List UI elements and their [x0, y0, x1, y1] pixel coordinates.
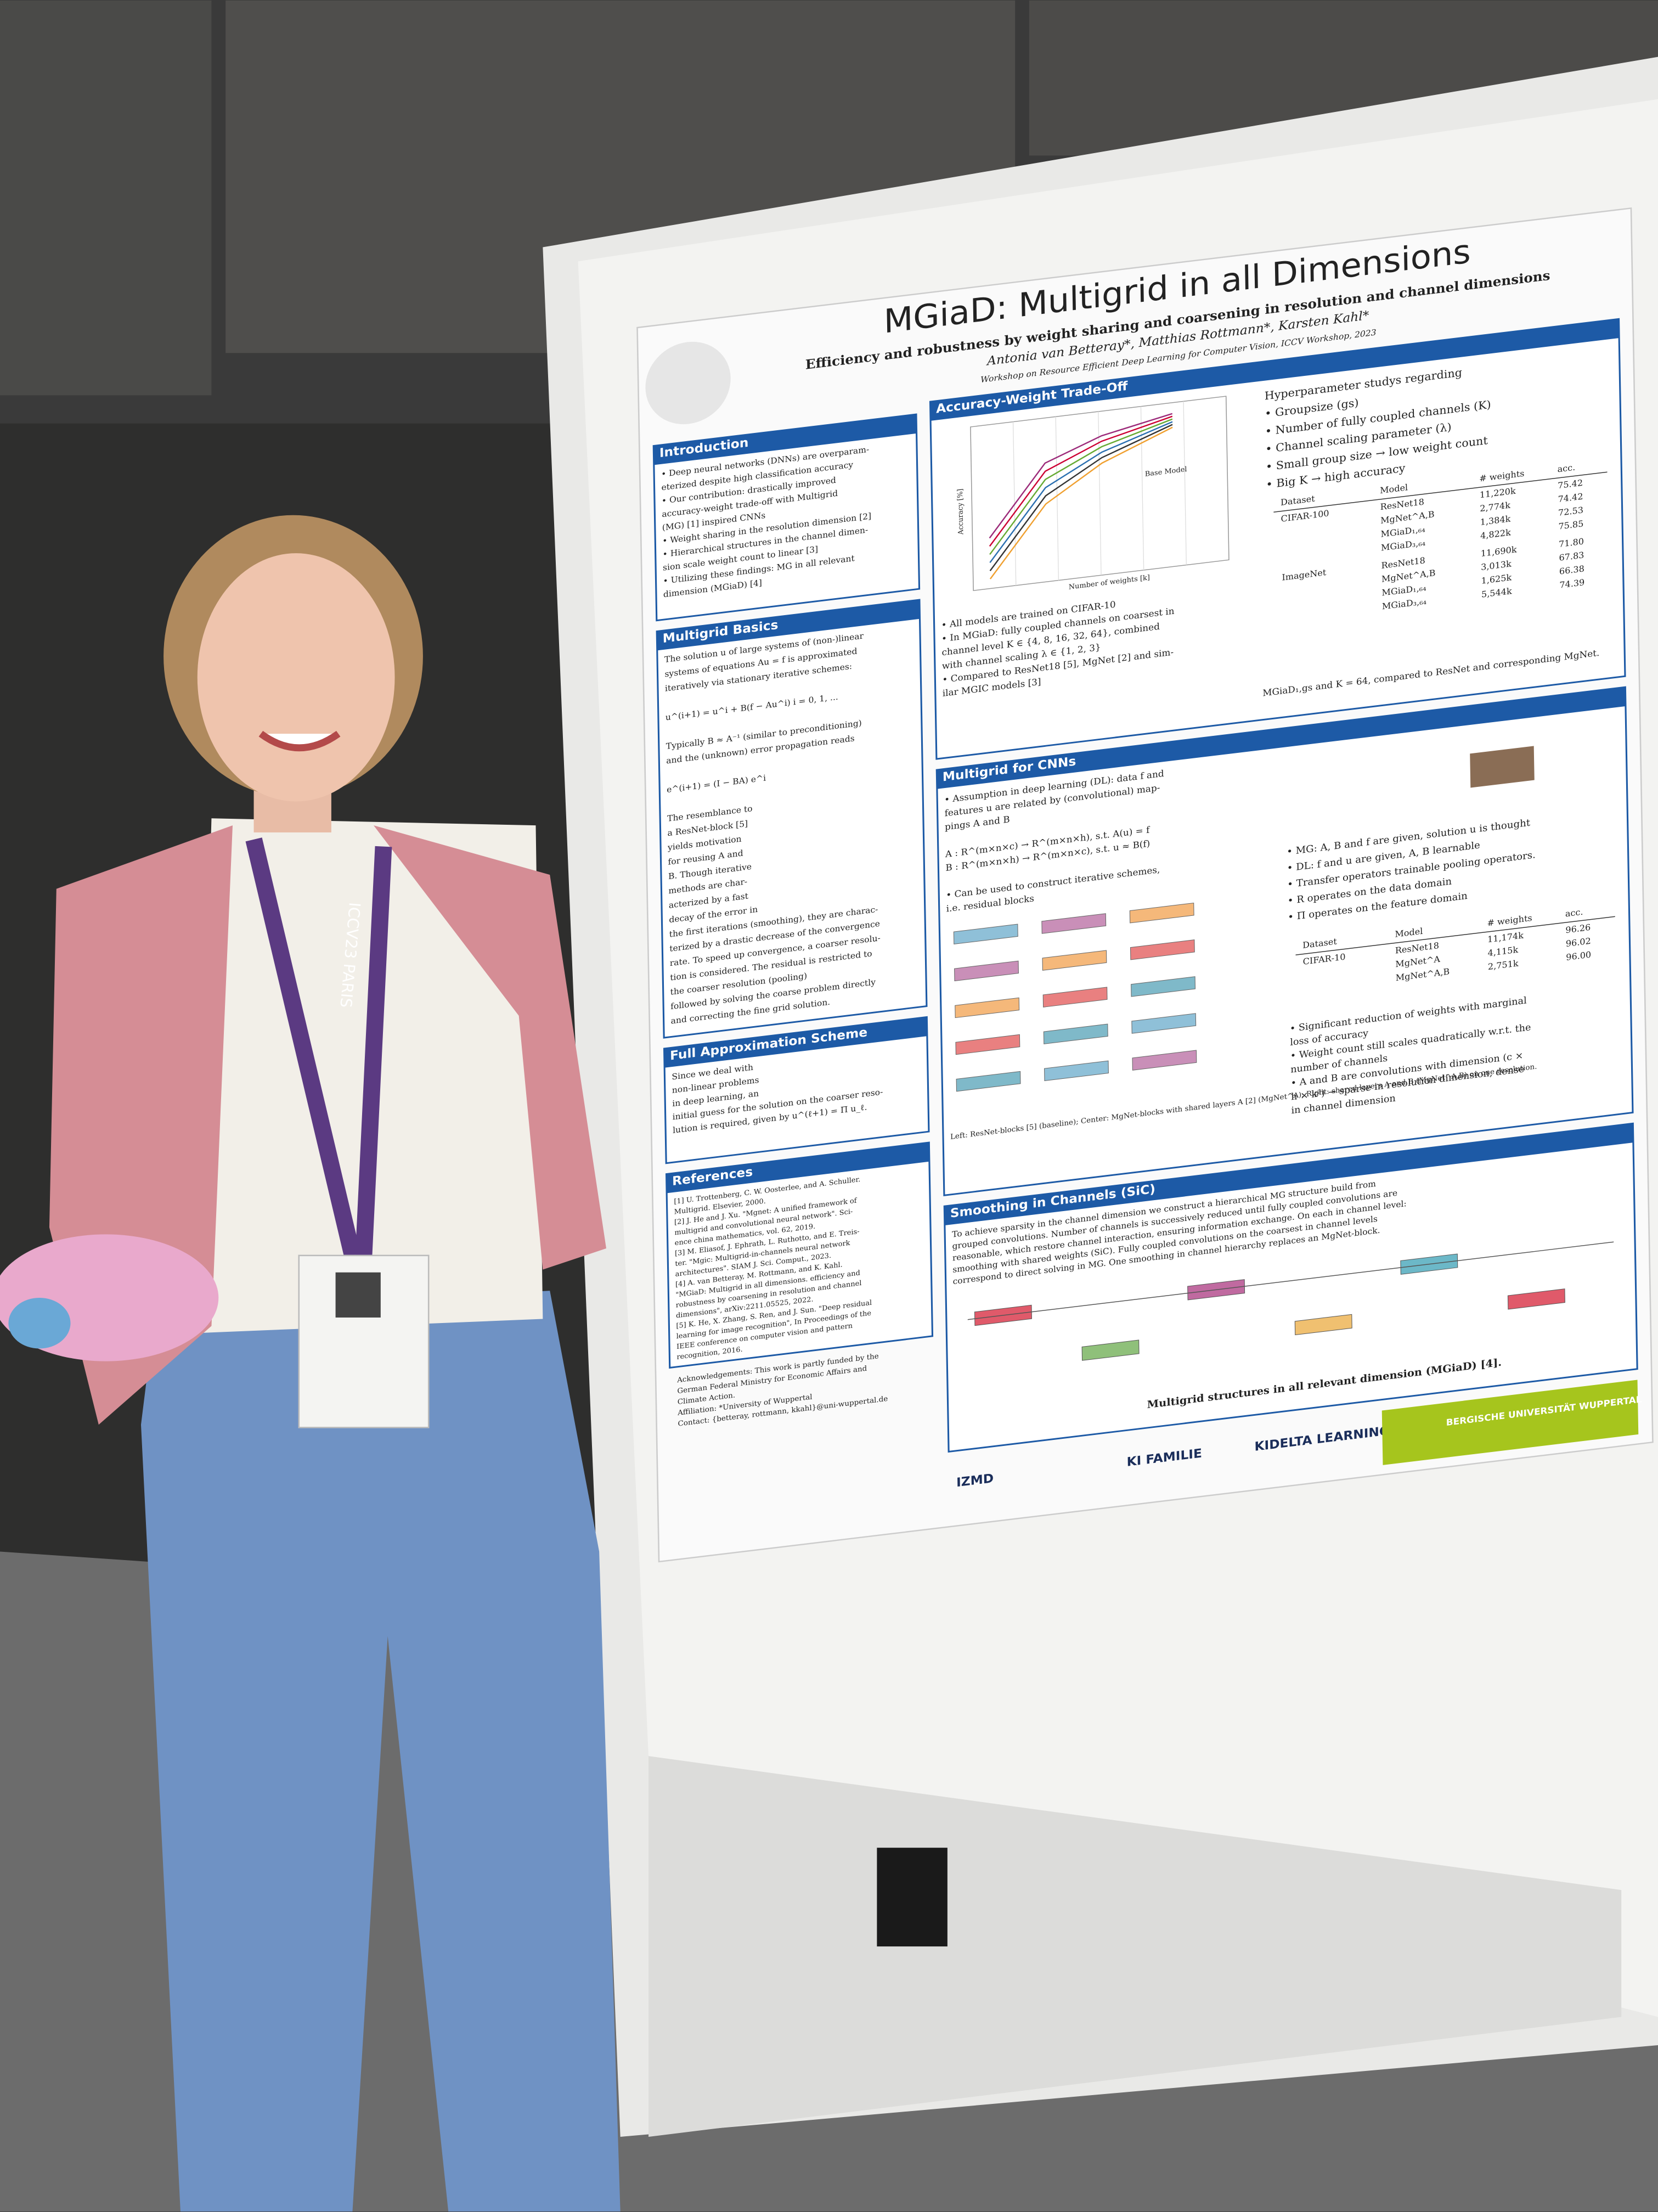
table-rule: [1273, 471, 1608, 513]
block-diagram: [1042, 987, 1108, 1007]
plot-curve: [989, 421, 1173, 563]
block-diagram: [1044, 1060, 1109, 1082]
lanyard: [245, 837, 361, 1258]
block-diagram: [1132, 1050, 1197, 1071]
section-box: [665, 1141, 934, 1369]
plot-curve: [989, 415, 1173, 547]
block-diagram: [953, 924, 1018, 944]
section-header: [666, 1142, 929, 1194]
wall-panel: [0, 0, 212, 396]
section-header: [657, 600, 920, 651]
plot-grid: [1098, 411, 1102, 576]
channel-block: [1507, 1288, 1565, 1310]
block-diagram: [954, 960, 1019, 982]
plot-grid: [1140, 406, 1144, 570]
plot-grid: [1055, 416, 1059, 581]
table-header: acc.: [1565, 907, 1583, 919]
block-diagram: [1042, 950, 1107, 971]
feature-image: [1470, 746, 1535, 788]
face: [197, 553, 395, 802]
plot-curve: [989, 413, 1172, 539]
section-header: [937, 687, 1626, 789]
jacket-right: [373, 825, 606, 1270]
person: ICCV23 PARIS: [0, 515, 621, 2212]
badge-qr: [335, 1272, 381, 1318]
section-header: [653, 414, 917, 465]
smile: [258, 730, 341, 752]
section-header: [944, 1123, 1633, 1225]
plush-toy-detail: [8, 1297, 71, 1349]
table-rule: [1295, 916, 1615, 955]
block-diagram: [955, 1034, 1020, 1055]
plot-grid: [1183, 401, 1187, 565]
block-diagram: [1130, 939, 1195, 960]
section-header: [930, 319, 1620, 421]
block-diagram: [1043, 1023, 1108, 1044]
plot-curve: [989, 426, 1173, 579]
block-diagram: [956, 1071, 1021, 1092]
plot-curve: [989, 424, 1173, 571]
section-header: [664, 1017, 927, 1068]
plot-curve: [989, 418, 1173, 555]
block-diagram: [1041, 913, 1107, 934]
plot-ylabel: Accuracy [%]: [956, 488, 966, 536]
block-diagram: [1131, 976, 1196, 997]
flow-line: [967, 1241, 1614, 1320]
channel-block: [1294, 1314, 1352, 1336]
logo-bg: [1381, 1380, 1639, 1465]
poster: MGiaD: Multigrid in all Dimensions Effic…: [636, 207, 1654, 1563]
block-diagram: [955, 997, 1020, 1018]
channel-block: [1081, 1339, 1140, 1361]
block-diagram: [1131, 1013, 1197, 1034]
lanyard: [355, 846, 392, 1256]
stand-leg: [877, 1848, 948, 1947]
jeans: [140, 1291, 621, 2212]
block-diagram: [1129, 902, 1194, 924]
table-header: acc.: [1557, 462, 1575, 474]
university-emblem: [645, 341, 731, 425]
